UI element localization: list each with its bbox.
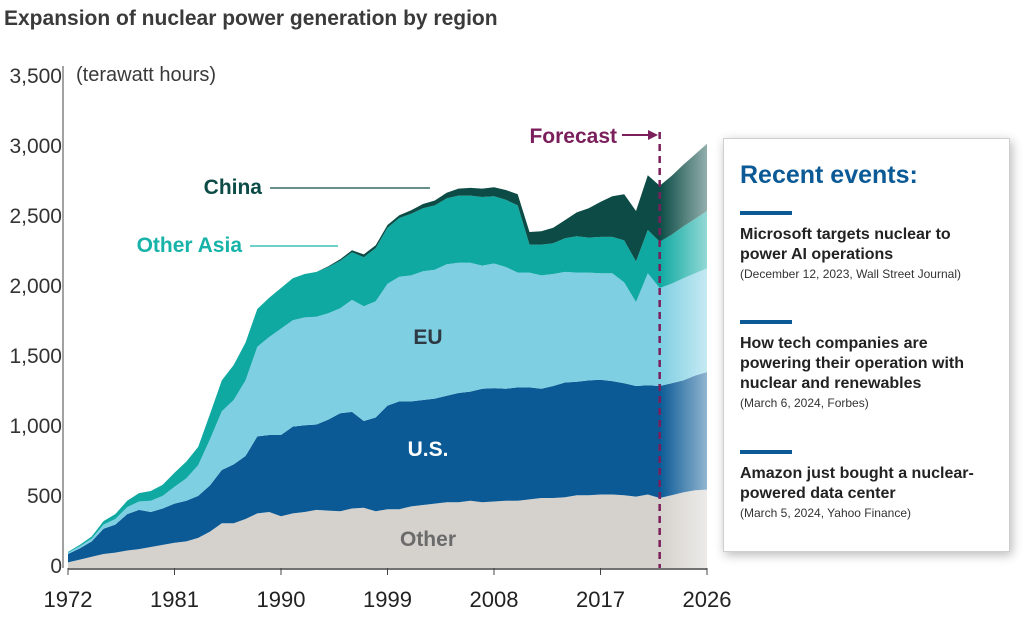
axes: [62, 66, 708, 575]
y-tick-label: 500: [26, 485, 62, 508]
label-china: China: [204, 176, 263, 199]
x-tick-label: 1972: [43, 587, 93, 612]
event-headline: Amazon just bought a nuclear-powered dat…: [740, 465, 974, 502]
event-rule: [740, 211, 792, 215]
y-tick-label: 1,000: [9, 415, 62, 438]
event-rule: [740, 320, 792, 324]
y-tick-label: 0: [50, 555, 62, 578]
stacked-areas: [68, 143, 707, 568]
forecast-fade-overlay: [659, 78, 707, 568]
x-tick-label: 1999: [363, 587, 412, 612]
event-item: How tech companies are powering their op…: [740, 320, 1002, 410]
area-china: [68, 143, 707, 552]
area-other: [68, 489, 707, 568]
x-tick-label: 1981: [150, 587, 199, 612]
forecast-arrow-head: [648, 130, 658, 140]
recent-events-panel: Recent events: Microsoft targets nuclear…: [723, 138, 1010, 552]
event-item: Amazon just bought a nuclear-powered dat…: [740, 450, 1002, 520]
y-tick-label: 1,500: [9, 345, 62, 368]
area-us: [68, 372, 707, 563]
event-item: Microsoft targets nuclear to power AI op…: [740, 211, 1002, 281]
area-other-asia: [68, 195, 707, 553]
event-source: (March 6, 2024, Forbes): [740, 396, 869, 410]
y-tick-label: 2,000: [9, 275, 62, 298]
x-tick-label: 2008: [469, 587, 519, 612]
label-other: Other: [400, 528, 456, 551]
y-axis-unit-label: (terawatt hours): [76, 64, 217, 86]
event-rule: [740, 450, 792, 454]
event-source: (March 5, 2024, Yahoo Finance): [740, 506, 911, 520]
x-tick-label: 2026: [682, 587, 732, 612]
event-headline: How tech companies are powering their op…: [740, 335, 964, 392]
region-callouts: China Other Asia EU U.S. Other: [137, 176, 456, 551]
x-tick-label: 2017: [576, 587, 625, 612]
forecast-marker: Forecast: [529, 125, 661, 568]
label-other-asia: Other Asia: [137, 234, 243, 257]
area-eu: [68, 262, 707, 554]
event-headline: Microsoft targets nuclear to power AI op…: [740, 226, 951, 263]
y-tick-label: 3,000: [9, 135, 62, 158]
x-tick-label: 1990: [256, 587, 306, 612]
chart-title: Expansion of nuclear power generation by…: [4, 7, 498, 30]
y-tick-label: 3,500: [9, 65, 62, 88]
label-us: U.S.: [408, 438, 449, 461]
recent-events-title: Recent events:: [740, 161, 918, 189]
forecast-label: Forecast: [529, 125, 617, 148]
event-source: (December 12, 2023, Wall Street Journal): [740, 267, 961, 281]
y-tick-label: 2,500: [9, 205, 62, 228]
label-eu: EU: [413, 326, 442, 349]
